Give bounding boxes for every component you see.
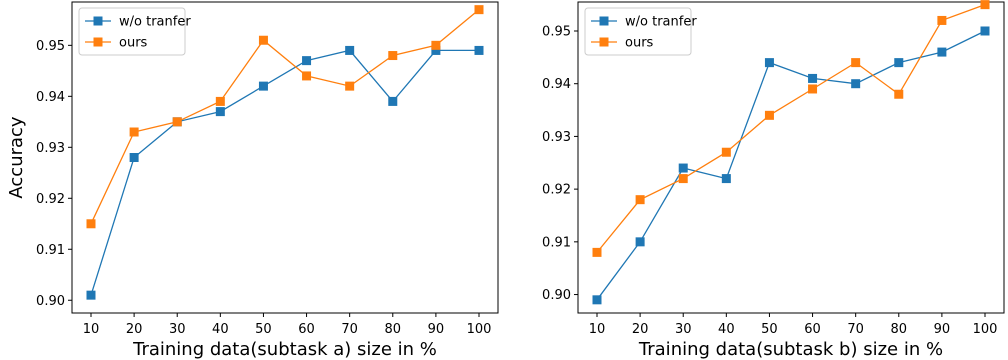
data-point xyxy=(345,81,355,91)
x-tick-label: 40 xyxy=(718,322,735,337)
legend: w/o tranfer ours xyxy=(78,7,191,56)
x-tick-label: 70 xyxy=(341,322,358,337)
x-tick-label: 60 xyxy=(298,322,315,337)
x-tick-label: 70 xyxy=(847,322,864,337)
data-point xyxy=(721,147,731,157)
data-point xyxy=(635,237,645,247)
x-tick-label: 90 xyxy=(934,322,951,337)
x-tick-label: 30 xyxy=(169,322,186,337)
data-point xyxy=(764,58,774,68)
data-point xyxy=(764,110,774,120)
data-point xyxy=(937,15,947,25)
y-tick-label: 0.92 xyxy=(36,192,65,207)
y-tick-label: 0.90 xyxy=(36,294,65,309)
data-point xyxy=(980,26,990,36)
chart-1: 0.90 0.91 0.92 0.93 0.94 0.95 10 20 30 40 50 60 70 80… xyxy=(6,1,499,360)
data-point xyxy=(851,58,861,68)
y-tick-label: 0.93 xyxy=(542,130,571,145)
plot-frame xyxy=(577,1,1005,314)
y-tick-label: 0.94 xyxy=(36,90,65,105)
y-tick-label: 0.95 xyxy=(542,24,571,39)
data-point xyxy=(129,153,139,162)
x-tick-label: 10 xyxy=(83,322,100,337)
legend: w/o tranfer ours xyxy=(584,7,697,56)
legend-label: ours xyxy=(119,36,148,51)
data-point xyxy=(592,247,602,257)
x-tick-label: 50 xyxy=(761,322,778,337)
x-tick-label: 30 xyxy=(675,322,692,337)
data-point xyxy=(474,45,484,55)
y-tick-label: 0.91 xyxy=(36,243,65,258)
legend-label: ours xyxy=(625,36,654,51)
data-point xyxy=(894,89,904,99)
data-point xyxy=(474,5,484,15)
legend-marker xyxy=(93,37,103,47)
data-point xyxy=(215,96,225,106)
y-tick-label: 0.90 xyxy=(542,288,571,303)
legend-marker xyxy=(599,16,609,26)
data-point xyxy=(635,195,645,205)
x-tick-label: 20 xyxy=(632,322,649,337)
x-tick-label: 100 xyxy=(973,322,998,337)
y-tick-label: 0.95 xyxy=(36,39,65,54)
x-tick-label: 100 xyxy=(467,322,492,337)
x-tick-label: 40 xyxy=(212,322,229,337)
series-line xyxy=(90,9,480,225)
series-line xyxy=(596,3,986,253)
series-w-o-tranfer xyxy=(592,26,990,305)
x-tick-label: 80 xyxy=(385,322,402,337)
data-point xyxy=(388,96,398,106)
data-point xyxy=(388,51,398,61)
data-point xyxy=(808,84,818,94)
series-ours xyxy=(592,0,990,257)
data-point xyxy=(851,79,861,89)
y-tick-label: 0.93 xyxy=(36,141,65,156)
x-axis-title: Training data(subtask a) size in % xyxy=(132,339,437,360)
data-point xyxy=(678,163,688,173)
data-point xyxy=(86,290,96,300)
legend-label: w/o tranfer xyxy=(119,15,191,30)
legend-label: w/o tranfer xyxy=(625,15,697,30)
data-point xyxy=(345,45,355,55)
x-tick-label: 80 xyxy=(891,322,908,337)
plot-frame xyxy=(71,1,499,314)
data-point xyxy=(129,127,139,137)
data-point xyxy=(808,73,818,83)
data-point xyxy=(721,174,731,184)
x-axis-title: Training data(subtask b) size in % xyxy=(638,339,943,360)
data-point xyxy=(431,40,441,50)
legend-box xyxy=(78,7,186,56)
data-point xyxy=(678,174,688,184)
y-tick-label: 0.94 xyxy=(542,77,571,92)
legend-marker xyxy=(599,37,609,47)
y-tick-label: 0.91 xyxy=(542,235,571,250)
data-point xyxy=(86,219,96,229)
x-tick-label: 50 xyxy=(255,322,272,337)
series-line xyxy=(90,49,479,296)
chart-2: 0.90 0.91 0.92 0.93 0.94 0.95 10 20 30 40 50 60 70 80… xyxy=(542,0,1005,360)
data-point xyxy=(592,295,602,305)
y-axis-title: Accuracy xyxy=(6,116,27,199)
x-tick-label: 60 xyxy=(804,322,821,337)
data-point xyxy=(258,81,268,91)
series-line xyxy=(596,30,986,301)
x-tick-label: 10 xyxy=(589,322,606,337)
series-ours xyxy=(86,5,484,229)
data-point xyxy=(302,56,312,66)
x-tick-label: 20 xyxy=(126,322,143,337)
x-tick-label: 90 xyxy=(428,322,445,337)
data-point xyxy=(980,0,990,10)
data-point xyxy=(937,47,947,57)
data-point xyxy=(894,58,904,68)
data-point xyxy=(431,45,441,55)
data-point xyxy=(302,71,312,81)
series-w-o-tranfer xyxy=(86,45,484,300)
data-point xyxy=(172,117,182,127)
y-tick-label: 0.92 xyxy=(542,183,571,198)
legend-box xyxy=(584,7,692,56)
legend-marker xyxy=(93,16,103,26)
data-point xyxy=(215,107,225,117)
data-point xyxy=(258,35,268,45)
